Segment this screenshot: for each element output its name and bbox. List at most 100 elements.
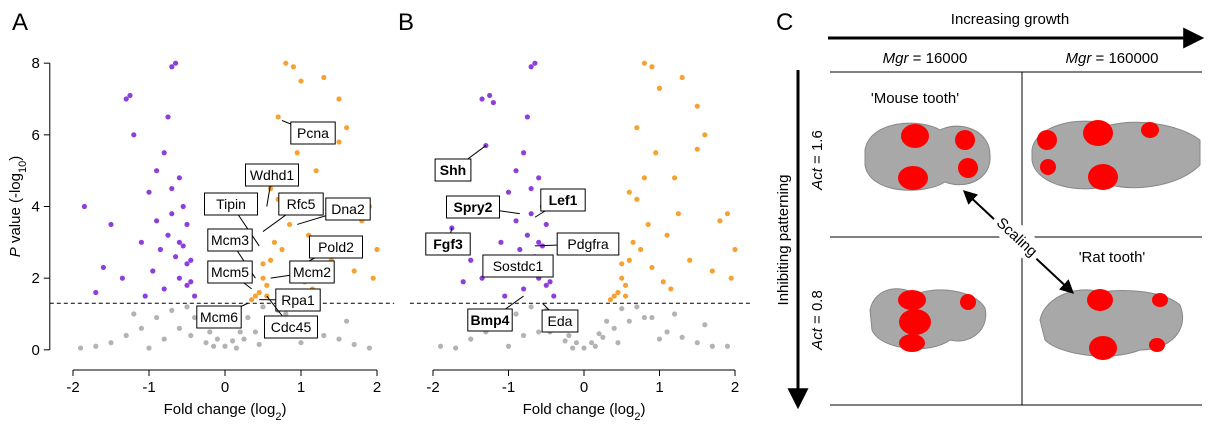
annotation-label: Tipin	[216, 196, 246, 212]
point	[521, 150, 527, 156]
row-axis-label: Inhibiting patterning	[775, 175, 792, 306]
x-axis-label-part: 2	[275, 411, 281, 423]
annotation-box	[446, 195, 500, 219]
point	[732, 246, 738, 253]
column-axis-label: Increasing growth	[951, 11, 1069, 28]
point	[108, 221, 114, 228]
point	[656, 85, 663, 91]
point	[81, 203, 87, 210]
point	[313, 168, 319, 174]
point	[207, 329, 213, 335]
point	[268, 257, 274, 263]
point	[150, 268, 156, 274]
point	[573, 340, 580, 346]
point	[615, 289, 621, 296]
point	[479, 96, 485, 102]
annotation-box	[204, 192, 258, 216]
point	[619, 275, 625, 281]
point	[649, 264, 655, 271]
panel-label: C	[776, 9, 793, 36]
point	[176, 325, 182, 331]
point	[562, 338, 568, 344]
point	[709, 268, 715, 274]
point	[528, 185, 534, 192]
x-tick-label: 1	[297, 379, 305, 396]
point	[184, 304, 190, 310]
annotation-box	[541, 309, 579, 333]
point	[188, 279, 194, 285]
column-header: Mgr = 160000	[1066, 50, 1159, 67]
point	[536, 239, 542, 245]
point	[344, 318, 350, 324]
point	[592, 343, 598, 349]
point	[487, 92, 493, 99]
point	[675, 211, 681, 217]
point	[161, 336, 167, 342]
y-axis-label-part: 10	[17, 161, 29, 173]
annotation-label: Cdc45	[271, 319, 312, 335]
x-axis-label-part: 2	[634, 411, 640, 423]
point	[100, 264, 106, 271]
point	[241, 336, 247, 342]
point	[211, 343, 217, 349]
point	[649, 64, 655, 70]
point	[600, 334, 606, 340]
annotation-box	[196, 305, 242, 329]
point	[547, 279, 553, 285]
point	[505, 189, 512, 195]
point	[607, 297, 614, 303]
point	[468, 257, 474, 263]
point	[668, 286, 674, 292]
point	[184, 261, 190, 267]
scaling-bg	[987, 208, 1047, 266]
point	[611, 293, 617, 299]
point	[283, 311, 289, 317]
annotation-label: Rpa1	[281, 292, 315, 308]
panel-label: A	[12, 9, 28, 36]
x-tick-label: 0	[580, 379, 588, 396]
point	[298, 340, 304, 346]
point	[517, 246, 523, 253]
point	[656, 336, 663, 342]
point	[694, 103, 700, 109]
annotation-box	[278, 192, 324, 216]
point	[626, 257, 632, 263]
point	[679, 74, 685, 81]
point	[596, 331, 602, 337]
point	[641, 60, 648, 66]
point	[344, 125, 350, 131]
point	[724, 211, 731, 217]
point	[188, 332, 194, 339]
point	[660, 279, 666, 285]
annotation-label: Mcm3	[211, 232, 249, 248]
point	[641, 175, 648, 181]
annotation-box	[467, 308, 513, 332]
x-tick-label: -1	[502, 379, 515, 396]
point	[351, 268, 357, 274]
point	[214, 336, 220, 342]
point	[543, 221, 549, 228]
point	[256, 341, 262, 348]
annotation-box	[425, 232, 471, 256]
x-tick-label: 1	[655, 379, 663, 396]
point	[108, 340, 114, 346]
point	[176, 275, 182, 281]
point	[626, 318, 632, 324]
point	[724, 343, 731, 349]
point	[222, 343, 228, 349]
y-tick-label: 6	[31, 127, 39, 144]
point	[641, 314, 648, 321]
point	[169, 185, 175, 192]
point	[672, 175, 678, 181]
tooth	[1031, 120, 1201, 190]
annotation-label: Pcna	[297, 125, 329, 141]
point	[173, 254, 179, 260]
point	[127, 92, 133, 99]
y-tick-label: 8	[31, 55, 39, 72]
point	[502, 293, 508, 299]
point	[649, 314, 655, 321]
point	[717, 218, 723, 224]
point	[645, 221, 651, 228]
x-axis-label-part: Fold change (log	[523, 401, 635, 418]
